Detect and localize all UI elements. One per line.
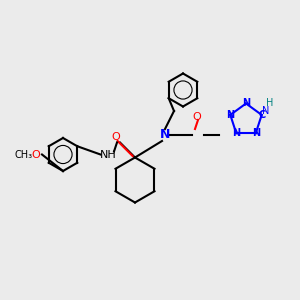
Text: C: C	[258, 110, 265, 120]
Text: O: O	[111, 131, 120, 142]
Text: NH: NH	[100, 149, 116, 160]
Text: O: O	[192, 112, 201, 122]
Text: N: N	[160, 128, 170, 142]
Text: N: N	[242, 98, 250, 109]
Text: N: N	[252, 128, 260, 138]
Text: N: N	[226, 110, 234, 120]
Text: H: H	[266, 98, 274, 109]
Text: N: N	[232, 128, 240, 138]
Text: N: N	[262, 106, 269, 116]
Text: O: O	[32, 149, 40, 160]
Text: CH₃: CH₃	[15, 149, 33, 160]
